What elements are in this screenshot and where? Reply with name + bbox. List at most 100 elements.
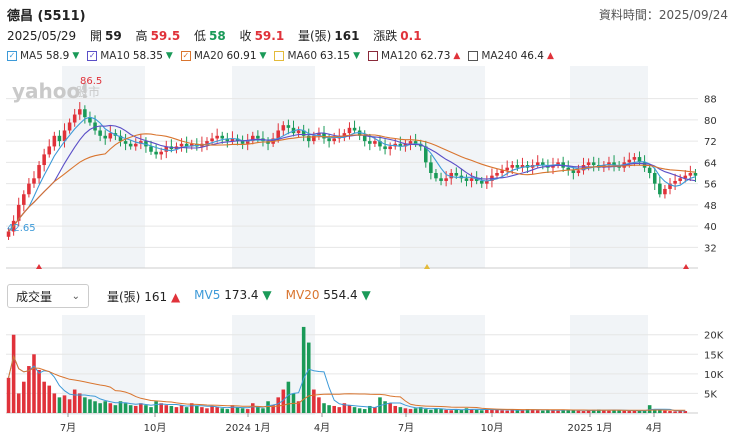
candle-body [408,141,413,144]
candle-body [133,143,138,147]
volume-bar [403,408,408,413]
volume-bar [83,397,87,413]
volume-bar [571,410,576,413]
candle-body [612,162,616,166]
x-tick-label: 2025 1月 [568,422,613,434]
volume-bar [622,410,627,413]
y-tick-label: 64 [704,158,717,169]
candle-body [383,146,387,150]
event-marker-icon [424,264,430,269]
ma-value: 58.9 [45,50,70,62]
candle-body [342,133,347,136]
candle-body [103,135,108,139]
volume-bar [195,405,199,413]
volume-bar [490,409,494,413]
volume-chart: 20K 15K 10K 5K 7月 10月 2024 1月 4月 7月 10月 2025 1月 4月 [6,315,724,434]
volume-bar [586,410,591,413]
candle-body [62,130,67,142]
volume-bar [16,393,21,413]
volume-bar [444,409,448,413]
volume-bar [210,405,214,413]
checkbox-icon[interactable] [368,51,379,61]
candle-body [67,122,72,131]
candle-body [413,141,418,144]
volume-legend: 量(張) 161 ▲ MV5 173.4 ▼ MV20 554.4 ▼ [107,288,371,305]
candle-body [352,127,357,131]
info-close: 收 59.1 [239,29,285,43]
candle-body [189,143,194,147]
candle-body [118,135,123,142]
down-arrow-icon: ▼ [361,287,371,302]
period-band [400,315,485,415]
volume-bar [169,405,174,413]
volume-bar [556,410,560,413]
candle-body [479,180,484,184]
volume-bar [118,401,123,413]
candle-body [72,114,77,123]
period-band [62,66,145,268]
candle-body [296,130,301,134]
candle-body [434,173,438,179]
volume-bar [281,389,286,413]
down-arrow-icon: ▼ [72,51,80,61]
down-arrow-icon: ▼ [165,51,173,61]
ma-legend-item-ma60[interactable]: MA60 63.15 ▼ [274,50,360,62]
candle-body [83,109,87,118]
volume-controls: 成交量 ⌄ 量(張) 161 ▲ MV5 173.4 ▼ MV20 554.4 … [7,283,371,309]
info-high: 高 59.5 [135,29,181,43]
volume-bar [546,409,550,413]
period-band [570,315,648,415]
volume-bar [642,410,647,413]
event-marker-icon [36,264,42,269]
checkbox-icon[interactable]: ✓ [87,51,98,61]
volume-bar [164,405,169,413]
brand-watermark: yahoo! [12,79,89,103]
candle-body [693,173,698,176]
indicator-dropdown[interactable]: 成交量 ⌄ [7,284,89,308]
checkbox-icon[interactable] [468,51,479,61]
volume-bar [413,408,418,413]
vol-legend-item: 量(張) 161 ▲ [107,289,181,304]
volume-bar [362,409,367,413]
volume-bar [240,408,245,413]
candle-body [230,138,235,142]
volume-bar [93,401,97,413]
candle-body [22,194,26,205]
y-tick-label: 5K [704,389,717,400]
candle-body [347,127,352,134]
volume-bar [77,393,82,413]
volume-bar [459,409,464,413]
volume-bar [72,389,77,413]
checkbox-icon[interactable]: ✓ [180,51,191,61]
up-arrow-icon: ▲ [453,51,461,61]
volume-bar [551,410,555,413]
candle-body [439,178,443,181]
ma-legend-item-ma10[interactable]: ✓ MA10 58.35 ▼ [87,50,173,62]
candle-body [286,125,291,128]
candle-body [647,167,652,173]
candle-body [571,170,576,173]
period-band [232,66,315,268]
x-tick-label: 2024 1月 [226,422,271,434]
candle-body [520,165,525,168]
volume-bar [312,389,316,413]
candle-body [210,138,214,142]
ma-legend-item-ma120[interactable]: MA120 62.73 ▲ [368,50,460,62]
volume-bar [627,411,632,413]
candle-body [139,141,143,144]
ma-legend-item-ma5[interactable]: ✓ MA5 58.9 ▼ [7,50,79,62]
candle-body [663,188,667,195]
candle-body [510,165,515,168]
checkbox-icon[interactable] [274,51,285,61]
mv5-legend-item: MV5 173.4 ▼ [194,287,272,302]
volume-bar [373,407,377,413]
volume-bar [449,410,454,413]
volume-bar [108,403,113,413]
ma-legend-item-ma20[interactable]: ✓ MA20 60.91 ▼ [180,50,266,62]
y-tick-label: 32 [704,243,717,254]
checkbox-icon[interactable]: ✓ [7,51,17,61]
ma-legend-item-ma240[interactable]: MA240 46.4 ▲ [468,50,554,62]
candle-body [301,130,306,136]
ma10-line [8,124,696,232]
candle-body [632,157,637,160]
